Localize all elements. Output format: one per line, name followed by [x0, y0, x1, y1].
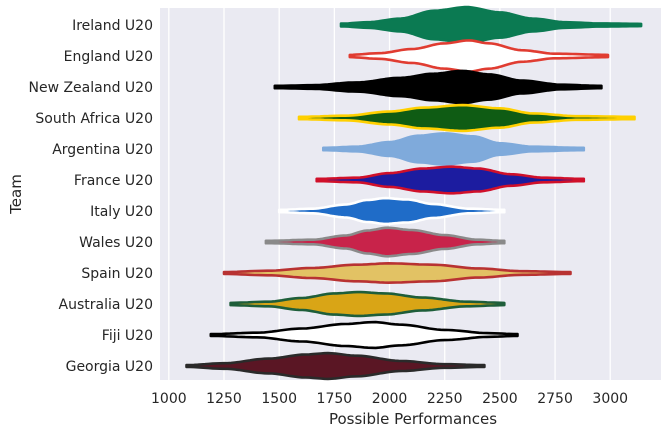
violin-fiji-u20: [209, 320, 519, 350]
violin-ireland-u20: [339, 5, 643, 45]
y-tick-label: Spain U20: [81, 266, 153, 282]
y-tick-label: France U20: [74, 173, 153, 189]
violin-south-africa-u20: [297, 103, 636, 133]
violin-france-u20: [315, 165, 586, 195]
x-tick-labels: 1000 1250 1500 1750 2000 2250 2500 2750 3000: [151, 391, 628, 407]
y-tick-label: Argentina U20: [52, 142, 153, 158]
x-tick-label: 2000: [372, 391, 408, 407]
x-axis-title: Possible Performances: [329, 410, 497, 428]
violin-italy-u20: [277, 196, 506, 226]
x-tick-label: 2750: [537, 391, 573, 407]
y-tick-label: New Zealand U20: [28, 80, 153, 96]
violin-australia-u20: [229, 290, 506, 318]
x-tick-label: 2500: [482, 391, 518, 407]
y-tick-label: Georgia U20: [66, 359, 153, 375]
violin-spain-u20: [222, 262, 572, 284]
x-tick-label: 2250: [427, 391, 463, 407]
y-tick-labels: Ireland U20 England U20 New Zealand U20 Sou…: [28, 18, 153, 375]
plot-background: [160, 8, 661, 380]
y-tick-label: Italy U20: [90, 204, 153, 220]
violin-wales-u20: [264, 226, 506, 258]
y-tick-label: England U20: [64, 49, 153, 65]
violin-georgia-u20: [185, 351, 486, 381]
y-tick-label: Fiji U20: [102, 328, 153, 344]
violins: [185, 5, 643, 381]
x-tick-label: 1750: [317, 391, 353, 407]
y-tick-label: Ireland U20: [72, 18, 153, 34]
violin-argentina-u20: [322, 132, 586, 166]
y-tick-label: Wales U20: [79, 235, 153, 251]
x-tick-label: 3000: [592, 391, 628, 407]
x-tick-label: 1000: [151, 391, 187, 407]
y-axis-title: Team: [7, 174, 25, 215]
x-tick-label: 1500: [261, 391, 297, 407]
y-tick-label: Australia U20: [59, 297, 153, 313]
violin-new-zealand-u20: [273, 69, 603, 105]
violin-england-u20: [348, 39, 610, 73]
x-tick-label: 1250: [206, 391, 242, 407]
y-tick-label: South Africa U20: [35, 111, 153, 127]
